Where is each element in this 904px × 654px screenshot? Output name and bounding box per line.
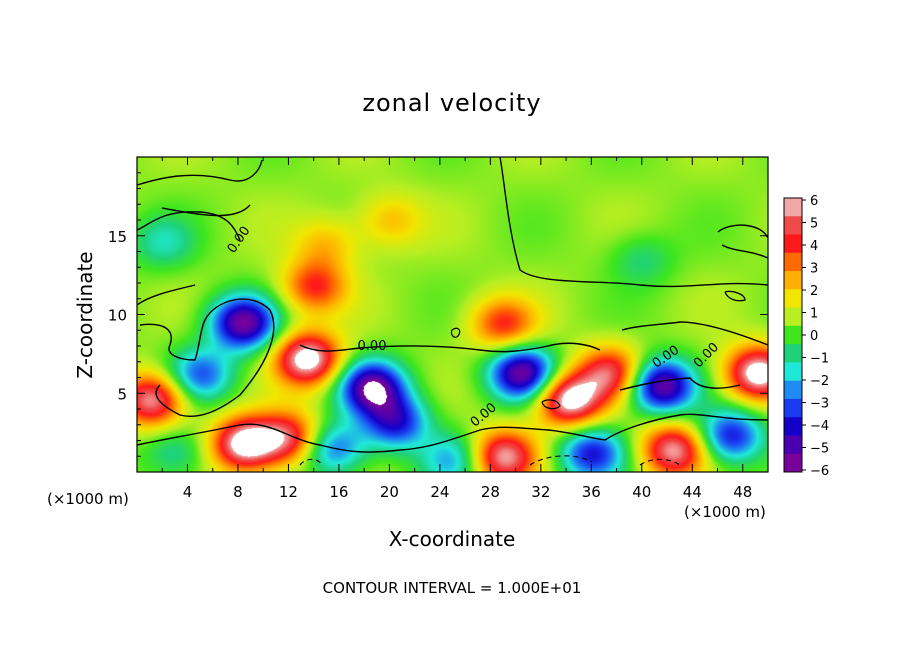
x-axis: 4 8 12 16 20 24 28 32 36 40 44 48 <box>161 157 752 501</box>
colorbar-swatch <box>784 398 802 418</box>
y-axis: 5 10 15 <box>108 172 768 457</box>
colorbar-label: 2 <box>810 284 818 299</box>
colorbar-label: 0 <box>810 329 818 344</box>
colorbar-label: 5 <box>810 217 818 232</box>
colorbar-swatch <box>784 435 802 455</box>
x-tick-label: 8 <box>233 483 243 501</box>
contour-line-mid <box>136 284 769 417</box>
contour-line-small <box>450 290 746 410</box>
colorbar-label: 1 <box>810 307 818 322</box>
colorbar-label: 4 <box>810 239 818 254</box>
colorbar-swatch <box>784 453 802 473</box>
colorbar-swatch <box>784 216 802 236</box>
x-tick-label: 24 <box>430 483 449 501</box>
zero-contours <box>136 156 769 466</box>
y-tick-label: 10 <box>108 307 127 325</box>
colorbar-label: −1 <box>810 352 829 367</box>
colorbar-label: 6 <box>810 194 818 209</box>
chart-title: zonal velocity <box>362 89 541 117</box>
colorbar-swatch <box>784 252 802 272</box>
colorbar-label: −2 <box>810 374 829 389</box>
colorbar-swatch <box>784 271 802 290</box>
x-tick-label: 40 <box>632 483 651 501</box>
colorbar-swatch <box>784 307 802 327</box>
contour-line-dashed <box>299 455 681 466</box>
x-tick-label: 28 <box>481 483 500 501</box>
x-tick-label: 20 <box>380 483 399 501</box>
colorbar-swatch <box>784 325 802 345</box>
colorbar-label: −4 <box>810 419 829 434</box>
plot-area: 0.000.000.000.00 0.00 <box>136 156 769 473</box>
x-tick-label: 48 <box>733 483 752 501</box>
x-tick-label: 32 <box>531 483 550 501</box>
contour-label: 0.00 <box>358 339 387 354</box>
x-unit-right: (×1000 m) <box>684 503 766 521</box>
colorbar-swatch <box>784 344 802 363</box>
colorbar-label: 3 <box>810 262 818 277</box>
x-tick-label: 4 <box>183 483 193 501</box>
colorbar-swatch <box>784 417 802 436</box>
x-tick-label: 44 <box>683 483 702 501</box>
heatmap-field <box>137 157 768 472</box>
colorbar-label: −3 <box>810 397 829 412</box>
y-tick-label: 5 <box>117 385 127 403</box>
colorbar-label: −6 <box>810 464 829 479</box>
contour-line-lower <box>136 377 769 453</box>
x-tick-label: 16 <box>329 483 348 501</box>
y-axis-label: Z-coordinate <box>73 251 97 378</box>
y-tick-label: 15 <box>108 228 127 246</box>
colorbar-label: −5 <box>810 442 829 457</box>
x-tick-label: 12 <box>279 483 298 501</box>
x-tick-label: 36 <box>582 483 601 501</box>
x-axis-label: X-coordinate <box>389 527 516 551</box>
colorbar-swatch <box>784 234 802 254</box>
colorbar-swatch <box>784 198 802 217</box>
colorbar-swatch <box>784 380 802 400</box>
x-unit-left: (×1000 m) <box>47 490 129 508</box>
contour-line-upper <box>136 156 769 288</box>
contour-interval-note: CONTOUR INTERVAL = 1.000E+01 <box>323 579 582 597</box>
colorbar-swatch <box>784 289 802 309</box>
colorbar: 6 5 4 3 2 1 0 −1 −2 −3 −4 −5 −6 <box>783 194 829 479</box>
colorbar-swatch <box>784 362 802 382</box>
